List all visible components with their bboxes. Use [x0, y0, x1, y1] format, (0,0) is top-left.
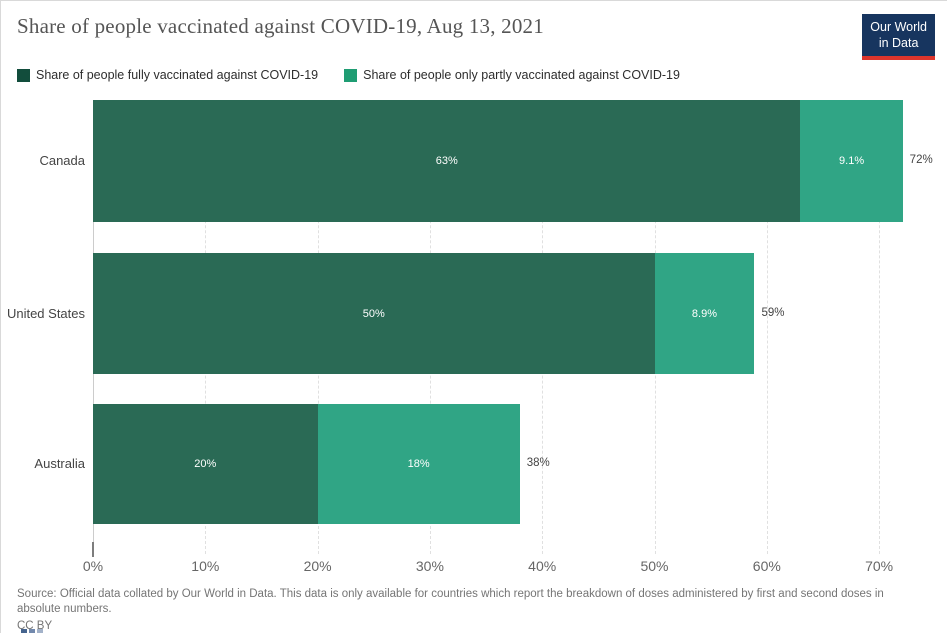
- bar-row: 20% 18%: [93, 404, 520, 524]
- bar-value-label: 8.9%: [691, 307, 717, 320]
- chart-footer: Source: Official data collated by Our Wo…: [17, 587, 925, 633]
- category-label: Canada: [39, 153, 85, 168]
- cut-off-fragment: [29, 629, 35, 633]
- bar-total-label: 59%: [761, 306, 785, 319]
- legend-item-1[interactable]: Share of people only partly vaccinated a…: [344, 68, 680, 82]
- gridline: [879, 100, 881, 554]
- cut-off-element: [21, 629, 43, 633]
- plot-area: 63% 9.1% 50% 8.9% 20% 18%: [92, 100, 923, 557]
- bar-value-label: 50%: [362, 307, 385, 320]
- x-axis-tick-label: 60%: [752, 558, 781, 574]
- owid-logo-line1: Our World: [870, 20, 927, 34]
- legend-swatch-icon: [344, 68, 358, 82]
- bar-segment[interactable]: 50%: [93, 253, 655, 374]
- bar-segment[interactable]: 8.9%: [654, 253, 755, 374]
- x-axis-tick-label: 30%: [415, 558, 444, 574]
- bar-value-label: 9.1%: [839, 155, 865, 167]
- x-axis-tick-label: 0%: [82, 558, 104, 574]
- legend-item-0[interactable]: Share of people fully vaccinated against…: [17, 68, 318, 82]
- x-axis-tick-label: 50%: [640, 558, 669, 574]
- legend: Share of people fully vaccinated against…: [17, 68, 680, 82]
- license-link[interactable]: CC BY: [17, 620, 53, 633]
- bar-total-label: 38%: [526, 457, 550, 469]
- legend-swatch-icon: [17, 68, 30, 82]
- bar-segment[interactable]: 63%: [93, 100, 801, 222]
- cut-off-fragment: [37, 629, 43, 633]
- zero-tick-mark: [92, 542, 94, 557]
- bar-segment[interactable]: 18%: [317, 404, 520, 524]
- bar-row: 50% 8.9%: [93, 253, 755, 374]
- x-axis-tick-label: 70%: [865, 558, 894, 574]
- source-note: Source: Official data collated by Our Wo…: [17, 588, 884, 616]
- x-axis-tick-label: 40%: [528, 558, 557, 574]
- bar-value-label: 18%: [407, 458, 430, 470]
- chart-title: Share of people vaccinated against COVID…: [17, 14, 544, 38]
- gridline: [766, 100, 768, 554]
- owid-logo[interactable]: Our World in Data: [862, 14, 935, 60]
- legend-item-label: Share of people fully vaccinated against…: [36, 68, 319, 82]
- owid-logo-line2: in Data: [878, 36, 919, 51]
- bar-segment[interactable]: 20%: [93, 404, 318, 524]
- x-axis-tick-label: 10%: [191, 558, 220, 574]
- category-label: United States: [6, 305, 85, 321]
- bar-value-label: 63%: [435, 155, 458, 167]
- bar-row: 63% 9.1%: [93, 100, 903, 222]
- category-label: Australia: [34, 456, 85, 471]
- bar-total-label: 72%: [909, 154, 933, 166]
- cut-off-fragment: [21, 629, 27, 633]
- bar-value-label: 20%: [194, 458, 217, 470]
- legend-item-label: Share of people only partly vaccinated a…: [363, 68, 680, 82]
- x-axis-tick-label: 20%: [303, 558, 332, 574]
- bar-segment[interactable]: 9.1%: [800, 100, 903, 222]
